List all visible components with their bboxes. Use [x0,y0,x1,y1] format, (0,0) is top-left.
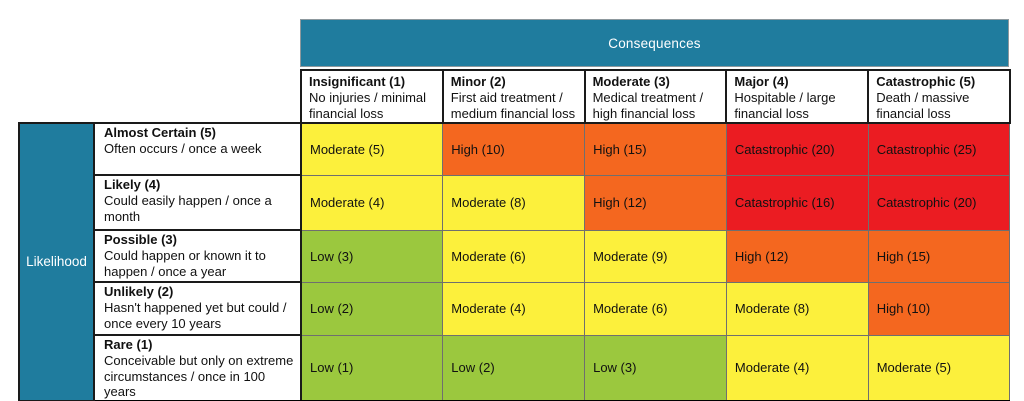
row-header-rare: Rare (1) Conceivable but only on extreme… [93,334,302,401]
risk-cell-r4c0: Low (1) [300,334,444,401]
risk-cell-r1c1: Moderate (8) [442,174,586,231]
risk-cell-r2c4: High (15) [867,229,1011,283]
row-header-description: Conceivable but only on extreme circumst… [104,353,294,399]
row-header-title: Unlikely (2) [104,284,174,299]
risk-cell-r1c0: Moderate (4) [300,174,444,231]
risk-cell-r2c3: High (12) [725,229,869,283]
row-likely: Likely (4) Could easily happen / once a … [19,174,1011,231]
risk-cell-r1c2: High (12) [584,174,727,231]
row-header-almost-certain: Almost Certain (5) Often occurs / once a… [93,122,302,176]
row-header-title: Likely (4) [104,177,161,192]
column-header-description: Medical treatment / high financial loss [592,90,704,121]
risk-cell-r0c4: Catastrophic (25) [867,122,1011,176]
consequences-axis-header: Consequences [300,19,1009,67]
risk-cell-r3c0: Low (2) [300,281,444,336]
row-header-possible: Possible (3) Could happen or known it to… [93,229,302,283]
risk-matrix-table: Insignificant (1) No injuries / minimal … [18,69,1011,401]
likelihood-axis-header: Likelihood [18,122,95,401]
risk-cell-r3c1: Moderate (4) [442,281,586,336]
column-header-title: Insignificant (1) [309,74,406,89]
column-header-minor: Minor (2) First aid treatment / medium f… [441,69,586,124]
risk-cell-r2c1: Moderate (6) [442,229,586,283]
column-header-description: Death / massive financial loss [876,90,970,121]
row-header-title: Possible (3) [104,232,177,247]
risk-cell-r1c4: Catastrophic (20) [867,174,1011,231]
risk-cell-r2c0: Low (3) [300,229,444,283]
risk-cell-r4c3: Moderate (4) [725,334,869,401]
row-header-unlikely: Unlikely (2) Hasn't happened yet but cou… [93,281,302,336]
column-header-title: Major (4) [734,74,789,89]
risk-cell-r2c2: Moderate (9) [584,229,727,283]
risk-cell-r4c4: Moderate (5) [867,334,1011,401]
risk-cell-r4c2: Low (3) [584,334,727,401]
row-header-description: Could happen or known it to happen / onc… [104,248,266,279]
column-header-title: Moderate (3) [592,74,670,89]
risk-cell-r3c3: Moderate (8) [725,281,869,336]
column-header-title: Catastrophic (5) [876,74,976,89]
column-header-moderate: Moderate (3) Medical treatment / high fi… [583,69,728,124]
row-header-title: Almost Certain (5) [104,125,216,140]
row-possible: Possible (3) Could happen or known it to… [19,229,1011,283]
risk-cell-r0c1: High (10) [442,122,586,176]
risk-cell-r0c2: High (15) [584,122,727,176]
column-header-title: Minor (2) [450,74,506,89]
corner-spacer [19,70,301,123]
row-header-description: Hasn't happened yet but could / once eve… [104,300,287,331]
risk-cell-r4c1: Low (2) [442,334,586,401]
risk-cell-r1c3: Catastrophic (16) [725,174,869,231]
risk-cell-r3c2: Moderate (6) [584,281,727,336]
consequences-axis-label: Consequences [608,35,701,51]
risk-cell-r0c3: Catastrophic (20) [725,122,869,176]
likelihood-axis-label: Likelihood [26,254,87,270]
column-header-major: Major (4) Hospitable / large financial l… [725,69,870,124]
column-header-description: Hospitable / large financial loss [734,90,836,121]
risk-cell-r3c4: High (10) [867,281,1011,336]
column-header-insignificant: Insignificant (1) No injuries / minimal … [300,69,444,124]
column-header-catastrophic: Catastrophic (5) Death / massive financi… [867,69,1011,124]
row-almost-certain: Likelihood Almost Certain (5) Often occu… [18,122,1011,401]
row-header-likely: Likely (4) Could easily happen / once a … [93,174,302,231]
row-rare: Rare (1) Conceivable but only on extreme… [19,334,1011,401]
risk-cell-r0c0: Moderate (5) [300,122,444,176]
column-header-row: Insignificant (1) No injuries / minimal … [19,69,1011,124]
row-unlikely: Unlikely (2) Hasn't happened yet but cou… [19,281,1011,336]
row-header-description: Often occurs / once a week [104,141,262,156]
column-header-description: No injuries / minimal financial loss [309,90,427,121]
row-header-title: Rare (1) [104,337,153,352]
row-header-description: Could easily happen / once a month [104,193,272,224]
column-header-description: First aid treatment / medium financial l… [450,90,576,121]
